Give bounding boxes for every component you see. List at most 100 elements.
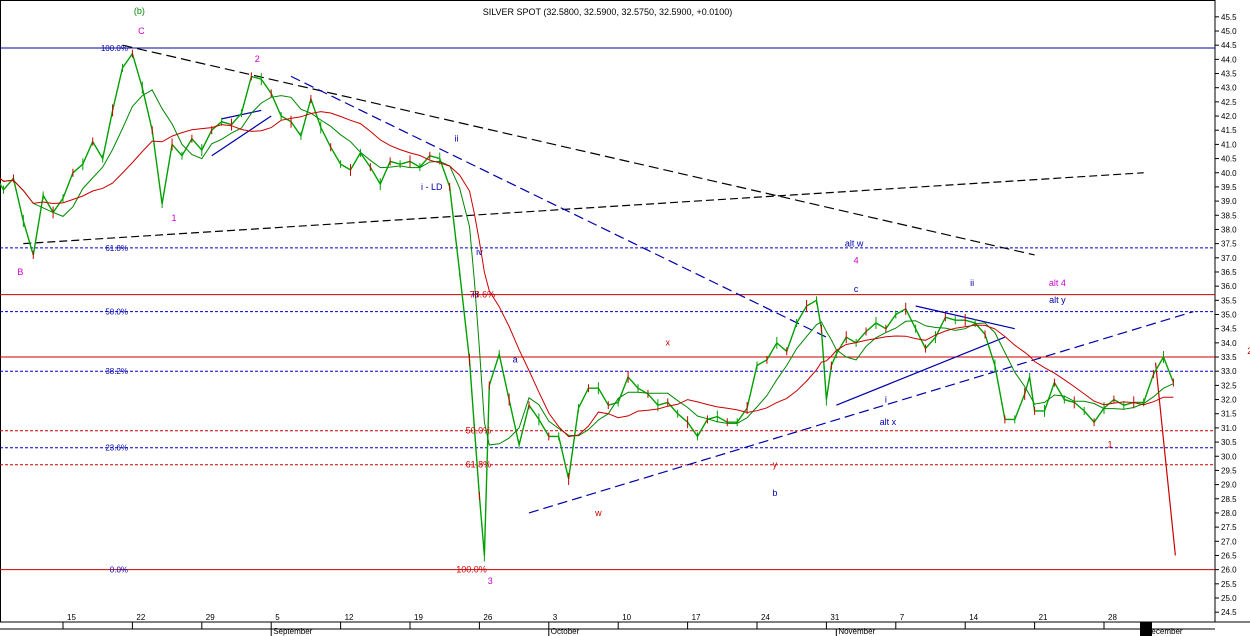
annotation-18: b [772, 488, 777, 498]
annotation-13: 100.0% [456, 564, 487, 574]
y-tick-label-4: 26.5 [1221, 551, 1237, 560]
annotation-19: alt w [845, 238, 864, 248]
y-tick-label-6: 27.5 [1221, 523, 1237, 532]
trend-line-2 [290, 75, 827, 338]
y-tick-label-28: 38.5 [1221, 211, 1237, 220]
x-tick-label-2: 29 [206, 613, 215, 622]
y-tick-label-26: 37.5 [1221, 240, 1237, 249]
y-tick-label-36: 42.5 [1221, 98, 1237, 107]
y-tick-label-8: 28.5 [1221, 495, 1237, 504]
x-tick-label-12: 7 [900, 613, 905, 622]
y-tick-label-5: 27.0 [1221, 537, 1237, 546]
annotation-5: ii [455, 134, 459, 144]
trend-line-5 [211, 115, 272, 157]
annotation-3: 1 [172, 213, 177, 223]
chart-title: SILVER SPOT (32.5800, 32.5900, 32.5750, … [482, 7, 733, 17]
annotation-11: 50.0% [466, 426, 492, 436]
y-tick-label-3: 26.0 [1221, 566, 1237, 575]
y-tick-label-2: 25.5 [1221, 580, 1237, 589]
annotation-4: 2 [255, 54, 260, 64]
month-label-3: December [1146, 627, 1183, 636]
y-tick-label-35: 42.0 [1221, 112, 1237, 121]
trend-line-0 [23, 172, 1144, 245]
x-tick-label-13: 14 [969, 613, 978, 622]
y-tick-label-0: 24.5 [1221, 608, 1237, 617]
y-tick-label-12: 30.5 [1221, 438, 1237, 447]
x-tick-label-14: 21 [1039, 613, 1048, 622]
x-tick-label-5: 19 [414, 613, 423, 622]
y-tick-label-41: 45.0 [1221, 27, 1237, 36]
annotation-7: iv [476, 247, 483, 257]
y-tick-label-16: 32.5 [1221, 381, 1237, 390]
y-tick-label-13: 31.0 [1221, 424, 1237, 433]
y-tick-label-40: 44.5 [1221, 41, 1237, 50]
y-tick-label-17: 33.0 [1221, 367, 1237, 376]
x-tick-label-4: 12 [345, 613, 354, 622]
annotation-12: 61.8% [466, 460, 492, 470]
x-tick-label-0: 15 [67, 613, 76, 622]
annotation-26: alt y [1049, 295, 1066, 305]
y-tick-label-24: 36.5 [1221, 268, 1237, 277]
x-tick-label-8: 10 [622, 613, 631, 622]
y-tick-label-27: 38.0 [1221, 225, 1237, 234]
fib-label-3: 38.2% [105, 367, 128, 376]
y-tick-label-22: 35.5 [1221, 296, 1237, 305]
y-tick-label-23: 36.0 [1221, 282, 1237, 291]
price-line [0, 52, 1175, 556]
y-tick-label-14: 31.5 [1221, 410, 1237, 419]
x-tick-label-9: 17 [692, 613, 701, 622]
fib-label-4: 23.6% [105, 444, 128, 453]
y-tick-label-34: 41.5 [1221, 126, 1237, 135]
x-tick-label-11: 31 [830, 613, 839, 622]
trend-line-8 [1154, 362, 1176, 556]
annotation-1: C [138, 26, 145, 36]
annotation-2: B [17, 267, 23, 277]
y-tick-label-25: 37.0 [1221, 254, 1237, 263]
month-label-1: October [551, 627, 580, 636]
y-tick-label-31: 40.0 [1221, 169, 1237, 178]
trend-line-1 [122, 44, 1035, 256]
x-tick-label-15: 28 [1108, 613, 1117, 622]
current-bar-marker [1140, 622, 1152, 636]
fib-label-0: 100.0% [101, 44, 128, 53]
annotation-8: iii [472, 289, 478, 299]
y-tick-label-33: 41.0 [1221, 140, 1237, 149]
trend-line-3 [528, 311, 1194, 514]
y-tick-label-7: 28.0 [1221, 509, 1237, 518]
y-tick-label-20: 34.5 [1221, 325, 1237, 334]
annotation-10: a [513, 355, 518, 365]
annotation-14: 3 [488, 576, 493, 586]
fib-label-2: 50.0% [105, 308, 128, 317]
y-tick-label-29: 39.0 [1221, 197, 1237, 206]
annotation-24: ii [970, 278, 974, 288]
fib-label-1: 61.8% [105, 244, 128, 253]
y-tick-label-18: 33.5 [1221, 353, 1237, 362]
y-tick-label-19: 34.0 [1221, 339, 1237, 348]
month-label-0: September [273, 627, 312, 636]
trend-line-6 [836, 336, 1006, 406]
x-tick-label-1: 22 [136, 613, 145, 622]
annotation-9: 78.6% [470, 289, 496, 299]
x-tick-label-6: 26 [483, 613, 492, 622]
y-tick-label-9: 29.0 [1221, 481, 1237, 490]
y-tick-label-42: 45.5 [1221, 13, 1237, 22]
y-tick-label-21: 35.0 [1221, 311, 1237, 320]
y-tick-label-11: 30.0 [1221, 452, 1237, 461]
x-tick-label-7: 3 [553, 613, 558, 622]
annotation-22: i [885, 394, 887, 404]
annotation-6: i - LD [421, 182, 443, 192]
y-tick-label-1: 25.0 [1221, 594, 1237, 603]
annotation-27: 1 [1107, 440, 1112, 450]
annotation-21: c [854, 284, 859, 294]
ma-fast-line [0, 89, 1174, 446]
y-tick-label-10: 29.5 [1221, 466, 1237, 475]
x-tick-label-3: 5 [275, 613, 280, 622]
ma-slow-line [0, 111, 1174, 438]
x-tick-label-10: 24 [761, 613, 770, 622]
annotation-28: 2 [1247, 346, 1250, 356]
y-tick-label-32: 40.5 [1221, 155, 1237, 164]
y-tick-label-39: 44.0 [1221, 55, 1237, 64]
y-tick-label-15: 32.0 [1221, 396, 1237, 405]
y-tick-label-30: 39.5 [1221, 183, 1237, 192]
